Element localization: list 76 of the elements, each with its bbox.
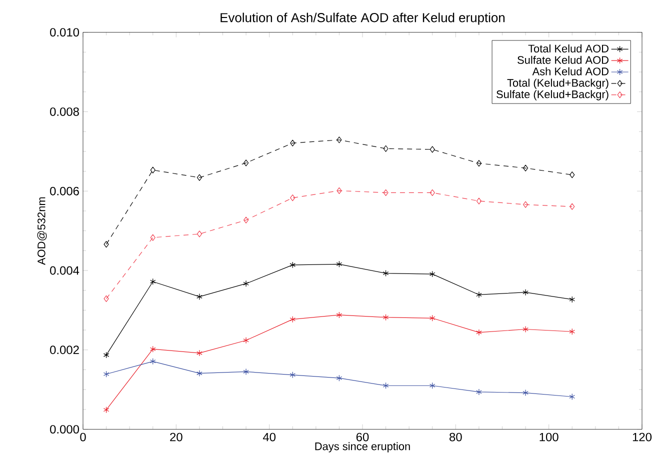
x-tick-label: 20 bbox=[170, 432, 182, 442]
point bbox=[429, 382, 436, 389]
point bbox=[382, 314, 389, 321]
point bbox=[522, 389, 528, 396]
point bbox=[150, 278, 156, 285]
point bbox=[104, 241, 109, 248]
point bbox=[290, 372, 296, 378]
point bbox=[429, 314, 436, 322]
point bbox=[476, 291, 482, 298]
y-tick-label: 0.008 bbox=[50, 107, 79, 116]
legend-label: Ash Kelud AOD bbox=[532, 67, 608, 76]
point bbox=[243, 280, 249, 287]
point bbox=[522, 326, 528, 333]
point bbox=[570, 203, 575, 210]
x-axis-title: Days since eruption bbox=[315, 442, 410, 452]
point bbox=[382, 270, 389, 277]
x-tick-label: 0 bbox=[80, 432, 86, 442]
point bbox=[290, 262, 296, 268]
point bbox=[522, 289, 528, 296]
point bbox=[523, 201, 528, 208]
point bbox=[196, 350, 202, 356]
point bbox=[196, 174, 202, 181]
point bbox=[336, 260, 342, 268]
point bbox=[104, 295, 109, 302]
point bbox=[430, 189, 435, 196]
point bbox=[569, 393, 576, 400]
point bbox=[476, 198, 482, 204]
point bbox=[383, 189, 388, 196]
point bbox=[243, 368, 249, 376]
point bbox=[150, 234, 156, 241]
chart-title: Evolution of Ash/Sulfate AOD after Kelud eruption bbox=[220, 12, 505, 25]
point bbox=[290, 140, 296, 146]
legend-label: Sulfate (Kelud+Backgr) bbox=[496, 90, 608, 100]
point bbox=[103, 370, 110, 378]
y-tick-label: 0.000 bbox=[50, 425, 80, 434]
point bbox=[243, 337, 249, 344]
point bbox=[150, 358, 156, 365]
point bbox=[430, 146, 435, 153]
point bbox=[196, 230, 202, 238]
legend-label: Total (Kelud+Backgr) bbox=[507, 78, 608, 89]
point bbox=[476, 160, 482, 167]
point bbox=[383, 145, 388, 152]
legend-label: Sulfate Kelud AOD bbox=[518, 56, 608, 64]
point bbox=[103, 406, 110, 414]
point bbox=[196, 370, 202, 377]
y-axis-title: AOD@532nm bbox=[37, 197, 47, 265]
point bbox=[336, 312, 342, 318]
point bbox=[570, 172, 575, 178]
point bbox=[103, 352, 110, 358]
point bbox=[569, 296, 576, 303]
point bbox=[244, 160, 249, 166]
y-tick-label: 0.002 bbox=[50, 346, 79, 354]
point bbox=[290, 194, 296, 202]
point bbox=[150, 346, 156, 352]
point bbox=[244, 216, 249, 224]
point bbox=[523, 164, 528, 172]
point bbox=[476, 388, 482, 396]
point bbox=[476, 329, 482, 336]
y-tick-label: 0.004 bbox=[50, 266, 80, 275]
point bbox=[196, 293, 202, 300]
point bbox=[336, 187, 342, 194]
x-tick-label: 60 bbox=[356, 432, 369, 442]
point bbox=[429, 270, 436, 278]
point bbox=[150, 166, 156, 174]
legend-label: Total Kelud AOD bbox=[528, 44, 608, 52]
y-tick-label: 0.006 bbox=[50, 186, 79, 196]
x-tick-label: 80 bbox=[450, 432, 462, 442]
x-tick-label: 120 bbox=[632, 432, 652, 442]
point bbox=[290, 316, 296, 323]
y-tick-label: 0.010 bbox=[50, 28, 80, 37]
point bbox=[336, 374, 342, 382]
x-tick-label: 40 bbox=[262, 432, 276, 442]
point bbox=[336, 136, 342, 144]
point bbox=[569, 328, 576, 335]
x-tick-label: 100 bbox=[540, 432, 558, 442]
point bbox=[382, 382, 389, 389]
